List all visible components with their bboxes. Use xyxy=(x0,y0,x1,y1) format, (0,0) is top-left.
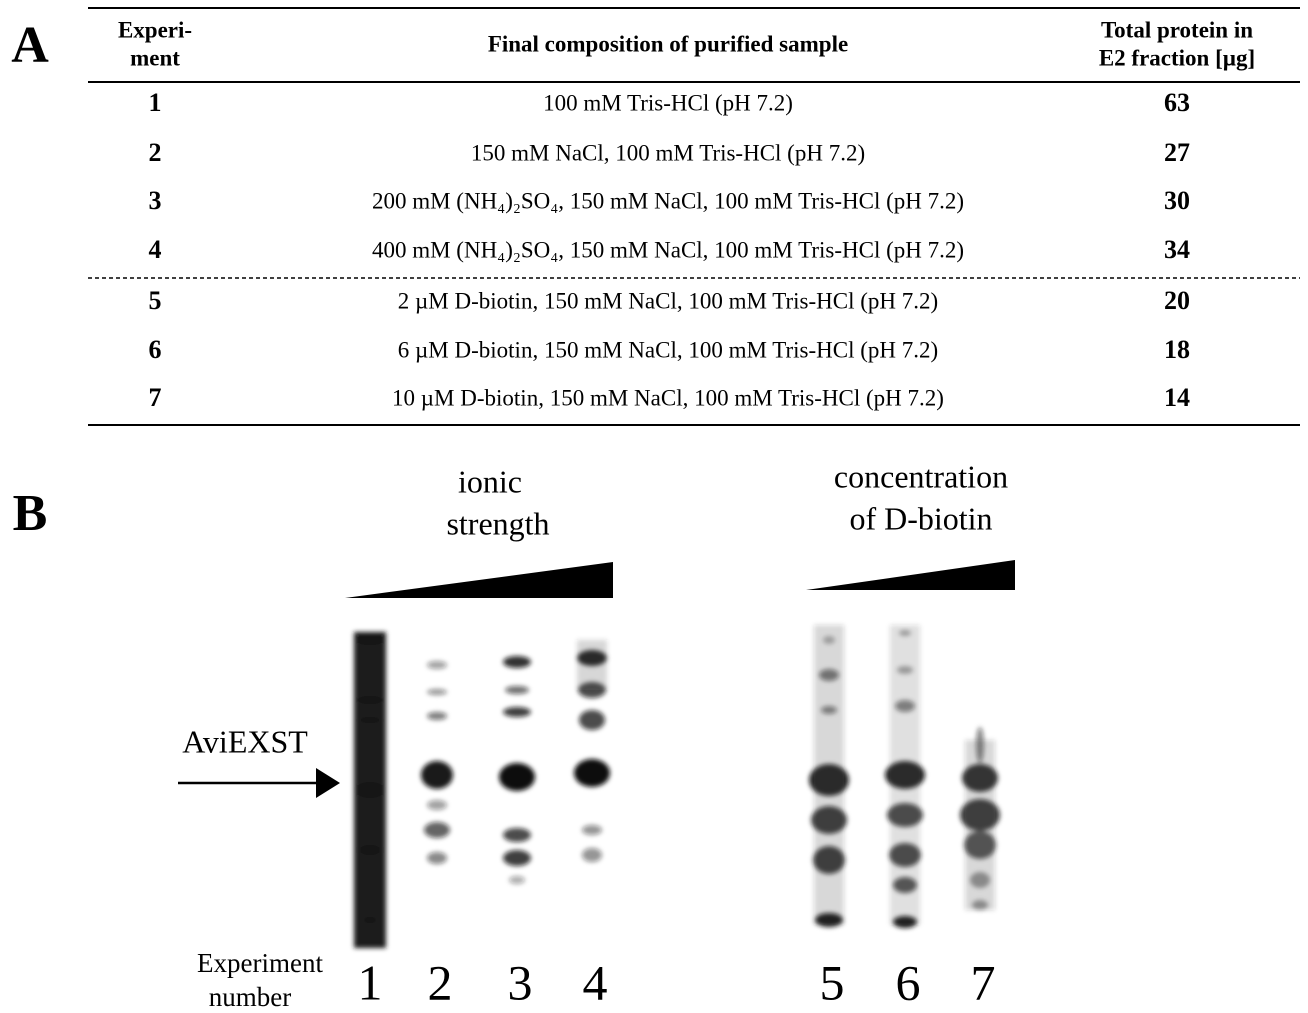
lane-number: 2 xyxy=(428,954,453,1010)
gel-band xyxy=(582,825,602,835)
gel-smear xyxy=(814,625,844,925)
gel-band xyxy=(503,850,531,866)
column-header: Total protein in xyxy=(1101,17,1253,42)
gel-band xyxy=(503,707,531,717)
protein-cell: 30 xyxy=(1164,186,1190,215)
protein-cell: 27 xyxy=(1164,138,1190,167)
lane-number: 3 xyxy=(508,954,533,1010)
panel-label: B xyxy=(13,485,48,542)
lane-number: 7 xyxy=(971,954,996,1010)
protein-cell: 34 xyxy=(1164,235,1190,264)
gel-band xyxy=(360,717,380,723)
lane-number: 6 xyxy=(896,954,921,1010)
gel-smear xyxy=(965,740,995,910)
panel-label: A xyxy=(11,17,49,74)
protein-cell: 20 xyxy=(1164,286,1190,315)
gel-band xyxy=(356,635,384,645)
protein-cell: 14 xyxy=(1164,383,1190,412)
gradient-label: ionic xyxy=(458,463,522,499)
axis-label: number xyxy=(209,982,291,1012)
gel-band xyxy=(421,761,453,789)
experiment-cell: 4 xyxy=(149,235,162,264)
experiment-cell: 6 xyxy=(149,335,162,364)
composition-cell: 200 mM (NH₄)₂SO₄, 150 mM NaCl, 100 mM Tr… xyxy=(372,188,964,213)
gel-band xyxy=(427,712,447,720)
lane-number: 4 xyxy=(583,954,608,1010)
composition-cell: 2 µM D-biotin, 150 mM NaCl, 100 mM Tris-… xyxy=(398,288,938,313)
protein-cell: 18 xyxy=(1164,335,1190,364)
gel-band xyxy=(427,852,447,864)
gel-band xyxy=(579,710,605,730)
composition-cell: 6 µM D-biotin, 150 mM NaCl, 100 mM Tris-… xyxy=(398,337,938,362)
experiment-cell: 2 xyxy=(149,138,162,167)
gradient-wedge xyxy=(806,560,1015,590)
gel-band xyxy=(358,696,382,704)
experiment-cell: 3 xyxy=(149,186,162,215)
gel-band xyxy=(574,759,610,787)
gel-band xyxy=(364,917,376,923)
gel-band xyxy=(427,661,447,669)
gel-band xyxy=(509,876,525,884)
experiment-cell: 1 xyxy=(149,88,162,117)
arrow-label: AviEXST xyxy=(182,723,308,759)
gel-band xyxy=(360,845,380,855)
gel-band xyxy=(356,782,384,798)
figure: A B AviEXST Experi-ment Final composition… xyxy=(0,0,1308,1013)
gel-band xyxy=(505,686,529,694)
composition-cell: 100 mM Tris-HCl (pH 7.2) xyxy=(543,90,793,115)
gradient-label: concentration xyxy=(834,458,1008,494)
gradient-label: strength xyxy=(446,505,549,541)
gel-band xyxy=(427,800,447,810)
gel-band xyxy=(427,689,447,695)
column-header: Experi- xyxy=(118,17,192,42)
column-header: E2 fraction [µg] xyxy=(1099,45,1255,70)
gel-smear xyxy=(577,640,607,690)
gel-band xyxy=(424,822,450,838)
composition-cell: 150 mM NaCl, 100 mM Tris-HCl (pH 7.2) xyxy=(471,140,865,165)
gel-smear xyxy=(890,625,920,925)
gel-band xyxy=(503,828,531,842)
protein-cell: 63 xyxy=(1164,88,1190,117)
lane-number: 1 xyxy=(358,954,383,1010)
gel xyxy=(354,625,1000,948)
gradient-wedge xyxy=(345,562,613,598)
gradient-label: of D-biotin xyxy=(849,500,992,536)
axis-label: Experiment xyxy=(197,948,323,978)
experiment-cell: 5 xyxy=(149,286,162,315)
column-header: ment xyxy=(130,45,180,70)
column-header: Final composition of purified sample xyxy=(488,31,848,56)
gel-band xyxy=(582,848,602,862)
gel-band xyxy=(499,763,535,791)
composition-cell: 400 mM (NH₄)₂SO₄, 150 mM NaCl, 100 mM Tr… xyxy=(372,237,964,262)
arrow-head xyxy=(316,768,340,798)
gel-band xyxy=(503,656,531,668)
lane-number: 5 xyxy=(820,954,845,1010)
experiment-cell: 7 xyxy=(149,383,162,412)
composition-cell: 10 µM D-biotin, 150 mM NaCl, 100 mM Tris… xyxy=(392,385,944,410)
